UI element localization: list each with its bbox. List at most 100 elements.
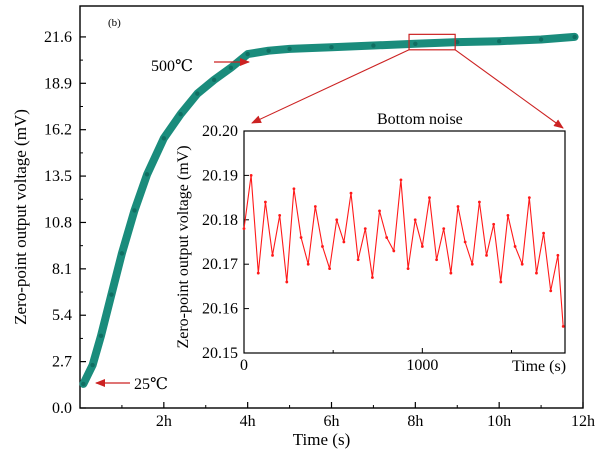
main-series-point [109, 292, 114, 297]
inset-series-point [456, 205, 460, 208]
inset-series-point [485, 253, 488, 257]
inset-series-point [535, 271, 538, 275]
main-series-point [119, 251, 125, 256]
inset-series-point [542, 231, 545, 235]
inset-series-point [399, 178, 403, 182]
inset-series-point [285, 280, 289, 284]
zoom-arrow-left [251, 49, 410, 124]
main-series-point [195, 91, 200, 96]
inset-series-point [406, 267, 410, 271]
main-series-point [266, 48, 271, 53]
inset-x-axis-label: Time (s) [512, 358, 566, 375]
panel-label: (b) [108, 17, 121, 29]
inset-series-point [506, 213, 510, 217]
inset-series-point [256, 271, 260, 275]
inset-series-point [349, 191, 353, 195]
main-series-point [538, 37, 544, 42]
inset-series-point [363, 227, 367, 231]
y-tick-label: 5.4 [52, 307, 72, 324]
x-tick-label: 8h [407, 413, 423, 430]
low-temp-label: 25℃ [134, 376, 168, 393]
inset-series-point [463, 240, 467, 244]
main-series-point [211, 77, 217, 83]
inset-y-tick-label: 20.19 [202, 167, 238, 184]
inset-series-point [549, 289, 553, 293]
inset-y-tick-label: 20.15 [202, 345, 238, 362]
main-series-point [178, 112, 183, 117]
main-series-point [371, 43, 376, 48]
main-series-point [161, 136, 167, 141]
y-tick-label: 21.6 [44, 29, 72, 46]
inset-y-tick-label: 20.20 [202, 123, 238, 140]
main-series-point [228, 65, 234, 71]
inset-series-point [356, 258, 360, 262]
inset-series-point [335, 218, 339, 222]
inset-series-point [342, 240, 346, 244]
x-tick-label: 4h [240, 413, 256, 430]
main-plot: 0.0 2.7 5.4 8.1 10.8 13.5 16.2 18.9 21.6 2h 4h 6h 8h… [11, 5, 595, 449]
inset-series-point [527, 196, 531, 200]
main-series-point [90, 362, 95, 368]
main-series-point [496, 39, 502, 44]
inset-series-point [470, 262, 474, 266]
x-tick-label: 12h [571, 413, 595, 430]
inset-series-point [499, 280, 503, 284]
inset-frame [243, 130, 566, 354]
main-series-point [245, 51, 250, 57]
inset-series-point [292, 187, 296, 191]
inset-series-point [378, 209, 381, 213]
inset-series-point [561, 324, 565, 328]
inset-y-tick-label: 20.17 [202, 256, 238, 273]
main-series-point [287, 46, 292, 52]
annotations: Bottom noise 500℃ 25℃ [95, 33, 564, 393]
inset-series-point [392, 249, 396, 253]
main-series-point [81, 381, 86, 387]
inset-series-point [435, 258, 438, 262]
inset-series-point [413, 218, 417, 222]
inset-series-point [492, 222, 496, 226]
x-tick-label: 6h [324, 413, 340, 430]
inset-series-point [271, 253, 274, 257]
y-tick-label: 2.7 [52, 354, 72, 371]
inset-series-point [371, 276, 374, 279]
y-tick-label: 16.2 [44, 122, 72, 139]
y-axis-label: Zero-point output voltage (mV) [11, 109, 30, 325]
x-axis-label: Time (s) [293, 430, 350, 449]
inset-y-tick-label: 20.16 [202, 301, 238, 318]
inset-series-point [428, 196, 431, 200]
inset-series-point [306, 262, 310, 266]
inset-series-point [385, 236, 389, 239]
inset-series-line [243, 175, 564, 327]
main-series-point [144, 172, 150, 177]
zoom-arrow-right [454, 49, 564, 129]
inset-series-point [442, 227, 446, 231]
main-series-point [413, 41, 418, 46]
y-tick-label: 8.1 [52, 261, 72, 278]
y-tick-label: 10.8 [44, 214, 72, 231]
y-tick-label: 18.9 [44, 75, 72, 92]
zoom-region-box [408, 33, 456, 51]
inset-series-point [513, 245, 517, 248]
inset-series-point [278, 213, 282, 217]
high-temp-label: 500℃ [151, 58, 193, 75]
inset-series-point [313, 205, 317, 208]
inset-series-point [556, 253, 560, 257]
inset-series-point [420, 245, 424, 248]
inset-series-point [328, 267, 331, 271]
inset-series-point [520, 262, 524, 266]
y-tick-label: 13.5 [44, 168, 72, 185]
main-series-point [455, 39, 460, 45]
inset-plot: 20.15 20.16 20.17 20.18 20.19 20.20 0 1000 Time … [175, 123, 566, 375]
zoom-label: Bottom noise [377, 111, 463, 128]
inset-series-point [242, 227, 246, 231]
inset-x-tick-label: 0 [240, 357, 248, 374]
inset-series-point [449, 271, 453, 275]
inset-x-tick-label: 1000 [406, 357, 438, 374]
inset-y-tick-label: 20.18 [202, 212, 238, 229]
x-tick-label: 2h [156, 413, 172, 430]
main-series-point [132, 208, 137, 213]
y-tick-label: 0.0 [52, 400, 72, 417]
main-series-point [572, 34, 577, 40]
x-tick-label: 10h [487, 413, 511, 430]
